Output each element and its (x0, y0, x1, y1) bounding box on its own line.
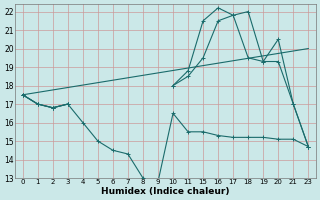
X-axis label: Humidex (Indice chaleur): Humidex (Indice chaleur) (101, 187, 230, 196)
